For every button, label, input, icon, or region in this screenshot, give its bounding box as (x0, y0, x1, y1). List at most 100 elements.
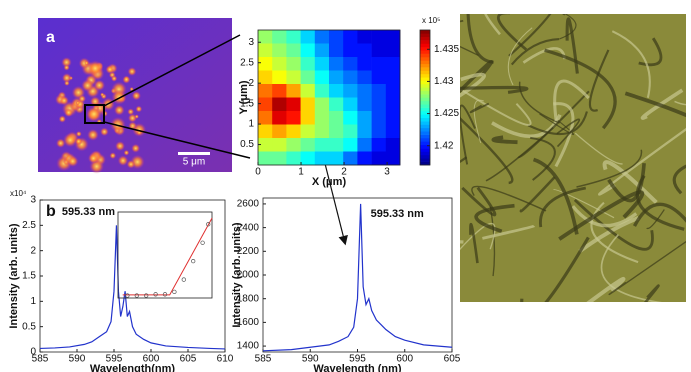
heat-cell (300, 97, 316, 112)
heat-cell (343, 84, 358, 98)
y-tick-label: 1.5 (240, 98, 254, 109)
heat-cell (258, 43, 273, 58)
blob (61, 73, 72, 83)
blob (87, 60, 104, 77)
x-tick-label: 600 (143, 354, 160, 365)
heat-cell (314, 151, 330, 166)
heat-cell (300, 30, 316, 44)
heat-cell (357, 124, 372, 139)
heat-cell (329, 57, 344, 71)
peak-annotation: 595.33 nm (62, 206, 115, 218)
heat-cell (258, 70, 273, 85)
heat-cell (329, 124, 344, 139)
heat-cell (286, 124, 301, 139)
y-tick-label: 3 (30, 195, 36, 206)
heat-cell (357, 111, 372, 125)
y-tick-label: 1400 (237, 341, 260, 352)
heat-cell (343, 124, 358, 139)
fiber (586, 276, 626, 302)
y-tick-label: 2 (30, 245, 36, 256)
colorbar-tick-label: 1.425 (434, 108, 459, 119)
y-tick-label: 2.5 (22, 220, 36, 231)
colorbar-step (420, 57, 430, 61)
fiber (460, 85, 529, 94)
heat-cell (371, 43, 387, 58)
x-axis-label: X (μm) (312, 176, 347, 188)
panel-label: b (46, 203, 56, 220)
micrograph (460, 14, 686, 302)
blob (126, 159, 136, 169)
y-tick-label: 2000 (237, 270, 260, 281)
blob (61, 57, 72, 68)
y-multiplier: x10⁴ (10, 189, 27, 198)
heat-cell (314, 111, 330, 125)
blob (75, 100, 81, 106)
fiber (553, 102, 575, 168)
heat-cell (385, 70, 401, 85)
y-axis-label: Y (μm) (238, 80, 250, 114)
colorbar-frame (419, 29, 431, 166)
heat-cell (314, 97, 330, 112)
colorbar-step (420, 158, 430, 162)
data-point (125, 293, 130, 298)
blob (64, 80, 70, 86)
x-tick-label: 1 (298, 167, 304, 178)
data-point (191, 258, 196, 264)
colorbar-step (420, 33, 430, 38)
fiber (571, 205, 638, 228)
heat-cell (272, 70, 287, 85)
plot-frame (257, 29, 401, 166)
heat-cell (329, 84, 344, 98)
colorbar-step (420, 87, 430, 92)
fiber (460, 59, 494, 94)
x-tick-label: 585 (32, 354, 49, 365)
heat-cell (385, 111, 401, 125)
colorbar-step (420, 46, 430, 51)
heat-cell (272, 97, 287, 112)
fiber (485, 127, 554, 182)
heat-cell (329, 151, 344, 166)
data-point (181, 277, 186, 282)
x-axis-label: Wavelength (nm) (313, 363, 402, 372)
colorbar-step (420, 43, 430, 48)
heat-cell (272, 124, 287, 139)
fiber (539, 186, 587, 228)
heat-cell (272, 111, 287, 125)
fiber (460, 222, 496, 251)
colorbar-multiplier: x 10⁵ (422, 16, 440, 25)
colorbar-step (420, 40, 430, 44)
fiber (469, 102, 490, 114)
fiber (484, 14, 501, 36)
colorbar-step (420, 53, 430, 58)
blob (100, 92, 105, 97)
panel-label: a (46, 29, 55, 46)
colorbar-step (420, 114, 430, 119)
blob (134, 114, 139, 119)
heat-cell (286, 111, 301, 125)
heat-cell (314, 57, 330, 71)
heat-cell (329, 138, 344, 152)
x-tick-label: 605 (180, 354, 197, 365)
heat-cell (272, 43, 287, 58)
fiber (672, 164, 686, 195)
heat-cell (286, 30, 301, 44)
blob (63, 64, 70, 71)
heat-cell (258, 111, 273, 125)
colorbar-step (420, 30, 430, 34)
heat-cell (300, 84, 316, 98)
y-tick-label: 1.5 (22, 271, 36, 282)
colorbar-step (420, 100, 430, 105)
heat-cell (343, 111, 358, 125)
heat-cell (371, 124, 387, 139)
heat-cell (385, 43, 401, 58)
fiber (558, 190, 645, 241)
heat-cell (385, 30, 401, 44)
heat-cell (371, 70, 387, 85)
fiber (466, 14, 494, 64)
colorbar-step (420, 73, 430, 78)
x-tick-label: 2 (341, 167, 347, 178)
colorbar-step (420, 104, 430, 108)
heat-cell (343, 151, 358, 166)
heat-cell (385, 84, 401, 98)
heat-cell (357, 151, 372, 166)
